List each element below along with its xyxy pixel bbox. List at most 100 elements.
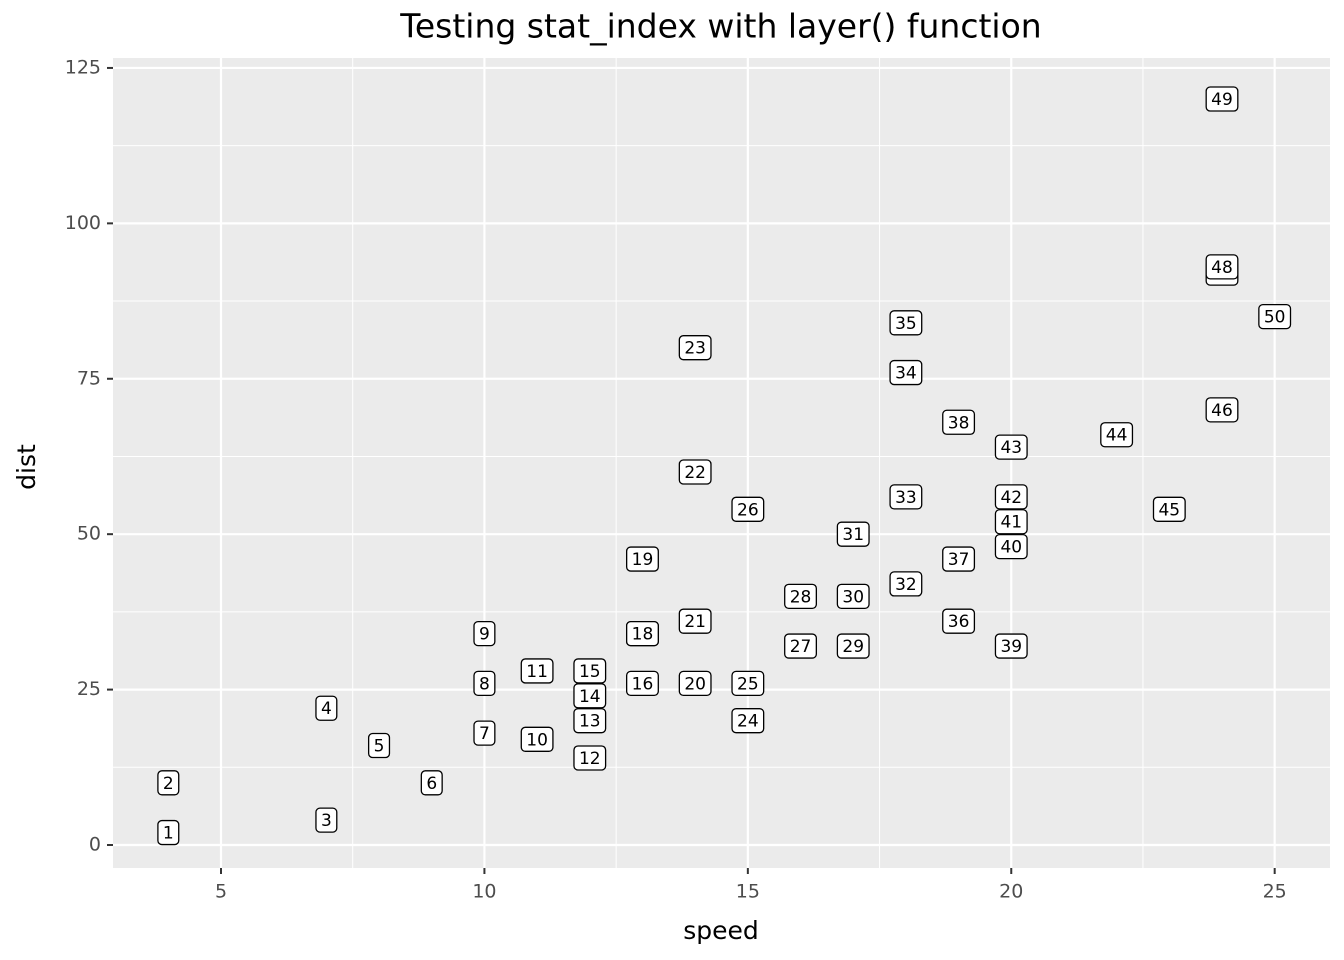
label-box: [1100, 422, 1134, 448]
label-box: [836, 521, 870, 547]
data-label: 1: [163, 824, 174, 844]
data-label: 45: [1158, 500, 1180, 520]
label-box: [994, 533, 1028, 560]
point-label: 35: [889, 310, 923, 336]
label-box: [573, 708, 607, 734]
data-label: 4: [321, 699, 332, 719]
label-box: [157, 819, 180, 846]
point-label: 36: [942, 608, 976, 634]
point-label: 50: [1258, 303, 1292, 330]
point-label: 25: [731, 670, 765, 697]
point-label: 7: [473, 720, 496, 746]
point-label: 49: [1205, 86, 1239, 112]
x-tick-label: 25: [1263, 881, 1287, 903]
label-box: [626, 546, 659, 572]
plot-panel: [113, 58, 1330, 868]
data-label: 19: [632, 550, 654, 570]
label-box: [315, 807, 338, 833]
data-label: 8: [479, 674, 490, 694]
data-label: 2: [163, 774, 174, 794]
data-label: 20: [684, 674, 706, 694]
point-label: 3: [315, 807, 338, 833]
data-label: 15: [579, 662, 601, 682]
point-label: 30: [836, 583, 870, 609]
y-tick-label: 0: [89, 833, 101, 855]
label-box: [473, 720, 496, 746]
data-label: 41: [1000, 513, 1022, 533]
label-box: [731, 496, 765, 522]
data-label: 31: [842, 525, 864, 545]
y-tick-label: 125: [65, 56, 101, 78]
x-axis-label: speed: [683, 916, 759, 945]
label-box: [994, 484, 1028, 510]
data-label: 46: [1211, 401, 1233, 421]
point-label: 13: [573, 708, 607, 734]
data-label: 14: [579, 687, 601, 707]
label-box: [573, 658, 607, 684]
data-label: 3: [321, 811, 332, 831]
point-label: 21: [678, 608, 712, 634]
point-label: 20: [678, 670, 712, 697]
y-tick-label: 75: [77, 367, 101, 389]
y-axis-label: dist: [12, 444, 41, 490]
label-box: [731, 670, 765, 697]
label-box: [784, 583, 817, 609]
data-label: 34: [895, 364, 917, 384]
label-box: [942, 409, 976, 435]
point-label: 8: [473, 670, 496, 697]
label-box: [678, 335, 712, 361]
label-box: [942, 608, 976, 634]
label-box: [836, 633, 870, 659]
label-box: [889, 484, 923, 510]
label-box: [573, 745, 607, 771]
point-label: 45: [1152, 496, 1186, 522]
data-label: 43: [1000, 438, 1022, 458]
point-label: 6: [420, 770, 443, 796]
point-label: 29: [836, 633, 870, 659]
data-label: 48: [1211, 258, 1233, 278]
y-tick-label: 100: [65, 212, 101, 234]
point-label: 2: [157, 770, 180, 796]
data-label: 36: [948, 612, 970, 632]
data-label: 18: [632, 625, 654, 645]
label-box: [678, 670, 712, 697]
x-tick-label: 15: [736, 881, 760, 903]
label-box: [889, 310, 923, 336]
point-label: 48: [1205, 254, 1239, 280]
data-label: 24: [737, 712, 759, 732]
point-label: 27: [784, 633, 817, 659]
data-label: 10: [526, 730, 548, 750]
chart-title: Testing stat_index with layer() function: [399, 7, 1041, 46]
y-tick-label: 25: [77, 678, 101, 700]
data-label: 26: [737, 500, 759, 520]
label-box: [626, 620, 659, 647]
data-label: 50: [1264, 308, 1286, 328]
point-label: 38: [942, 409, 976, 435]
point-label: 18: [626, 620, 659, 647]
point-label: 16: [626, 670, 659, 697]
point-label: 9: [473, 620, 496, 647]
data-label: 7: [479, 724, 490, 744]
label-box: [157, 770, 180, 796]
point-label: 24: [731, 708, 765, 734]
point-label: 28: [784, 583, 817, 609]
data-label: 29: [842, 637, 864, 657]
label-box: [994, 509, 1028, 535]
label-box: [731, 708, 765, 734]
label-box: [573, 683, 607, 709]
label-box: [520, 726, 554, 752]
label-box: [315, 695, 338, 721]
data-label: 39: [1000, 637, 1022, 657]
y-tick-label: 50: [77, 523, 101, 545]
label-box: [942, 546, 976, 572]
label-box: [836, 583, 870, 609]
data-label: 11: [526, 662, 548, 682]
point-label: 42: [994, 484, 1028, 510]
label-box: [678, 459, 712, 485]
label-box: [1205, 86, 1239, 112]
data-label: 13: [579, 712, 601, 732]
point-label: 44: [1100, 422, 1134, 448]
x-tick-label: 20: [999, 881, 1023, 903]
data-label: 42: [1000, 488, 1022, 508]
label-box: [420, 770, 443, 796]
